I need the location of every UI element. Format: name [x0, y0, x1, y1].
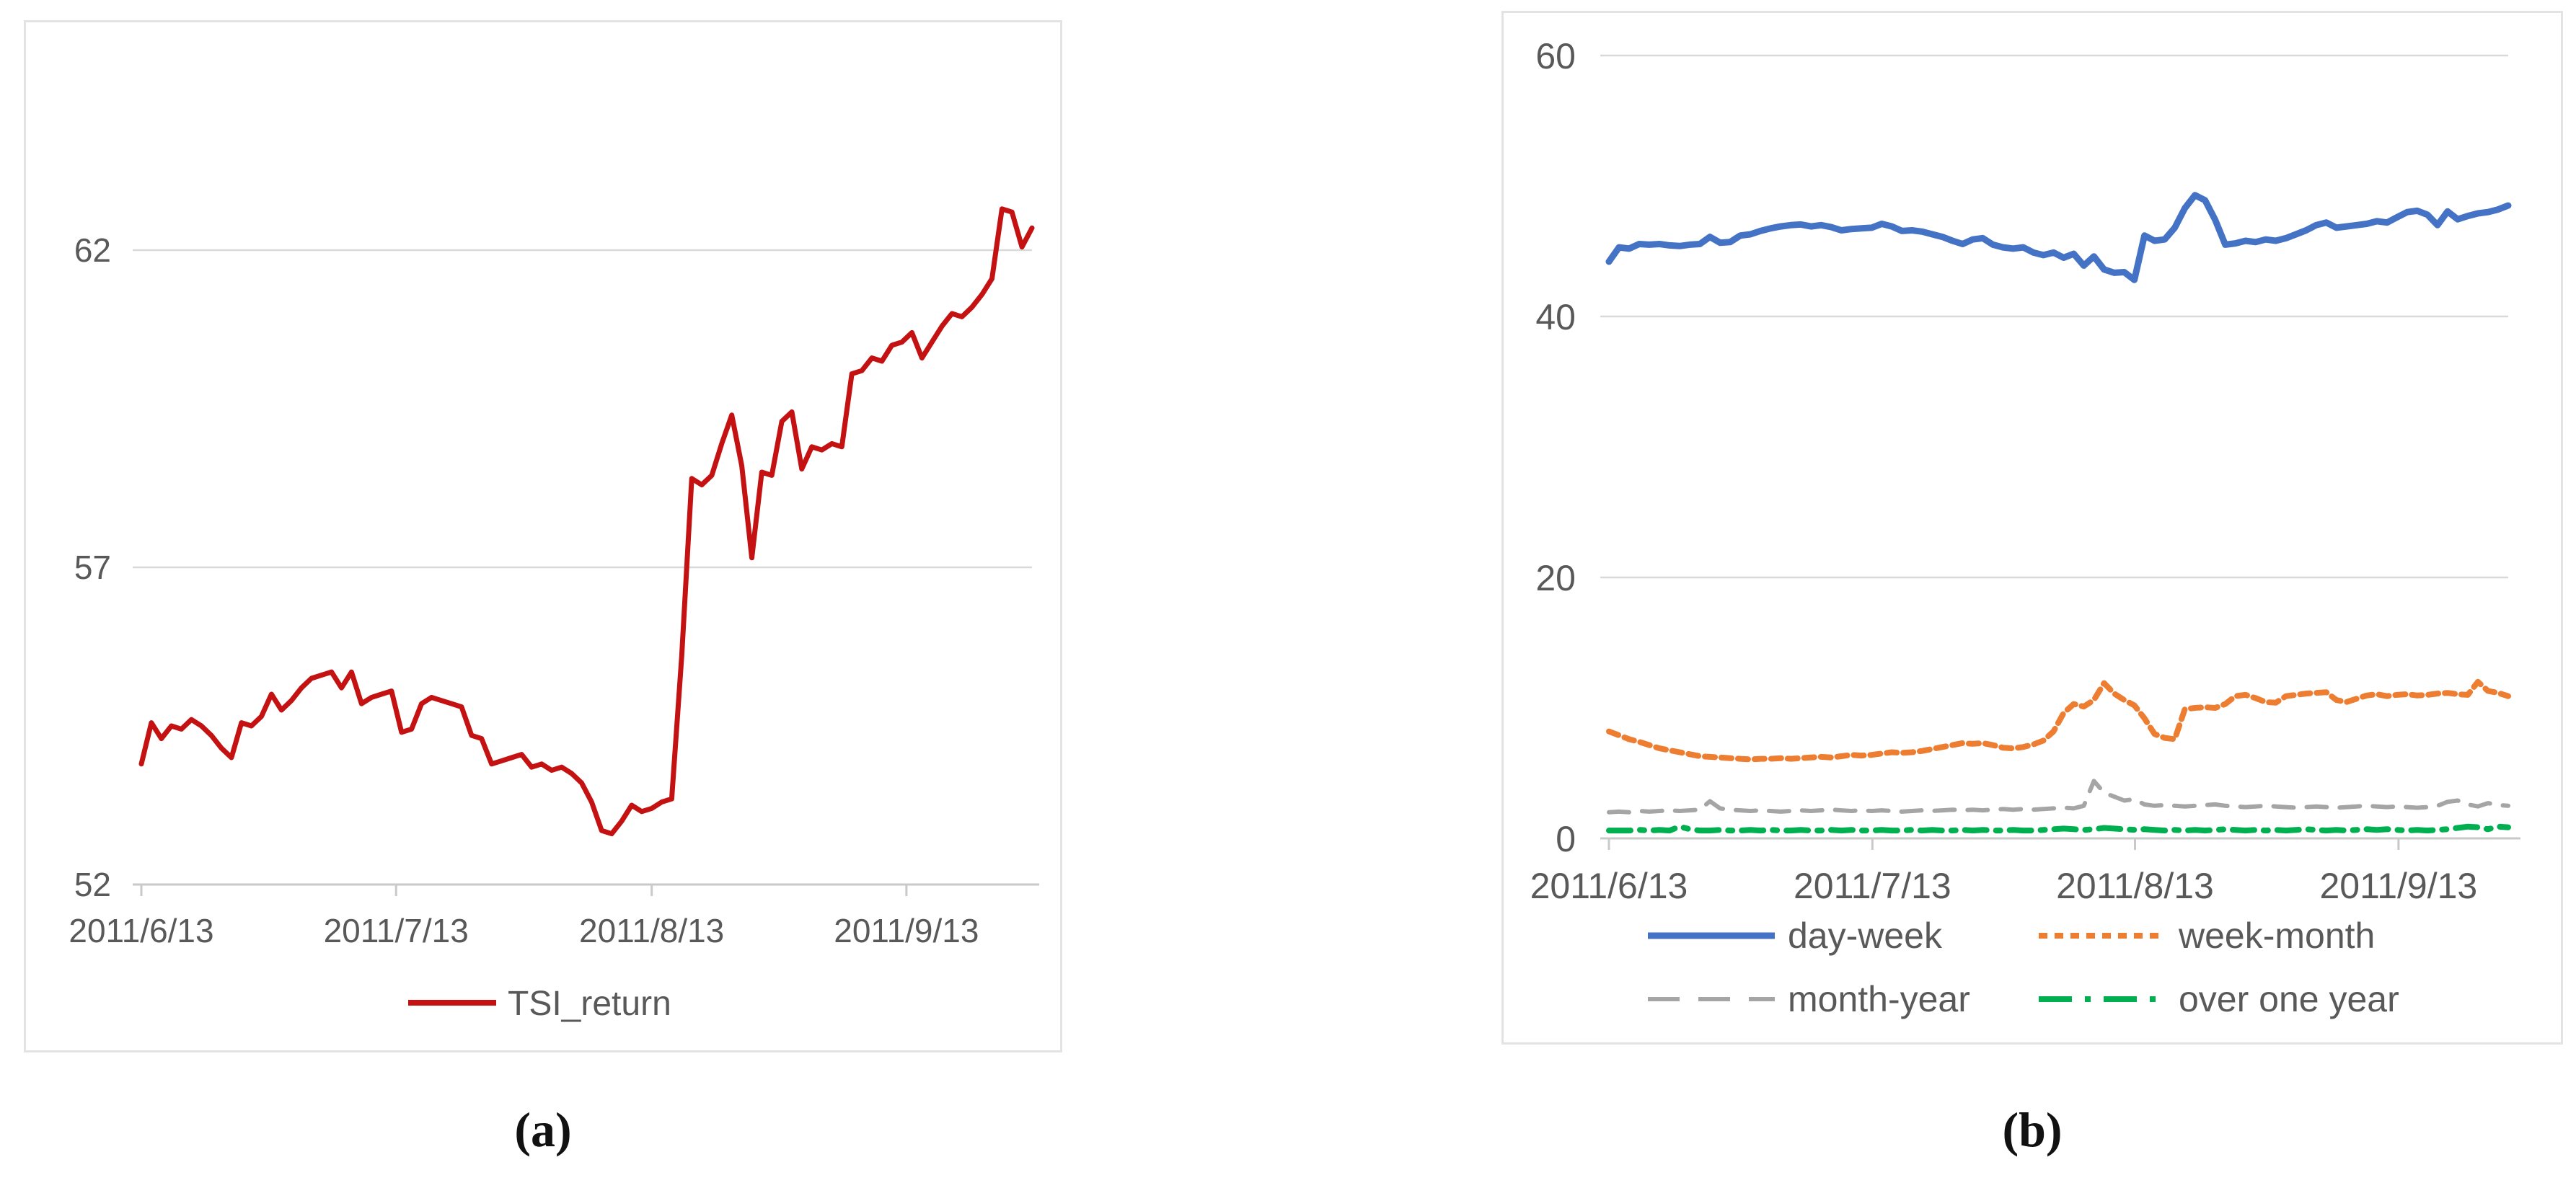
x-axis-tick-label: 2011/7/13 — [324, 912, 469, 949]
legend-label-week-month: week-month — [2178, 916, 2375, 956]
x-axis-tick-label: 2011/8/13 — [2056, 866, 2214, 906]
legend-label-month-year: month-year — [1788, 979, 1970, 1019]
tsi-return-line-chart: 52 57 62 2011/6/13 2011/7/13 2011/8/13 2011/9/… — [69, 206, 1039, 1023]
x-axis-tick-label: 2011/9/13 — [834, 912, 979, 949]
horizon-comparison-line-chart: 0 20 40 60 2011/6/13 2011/7/13 2011/8/13 2011/9… — [1530, 36, 2520, 1019]
chart-panel-a: 52 57 62 2011/6/13 2011/7/13 2011/8/13 2011/9/… — [24, 20, 1062, 1052]
y-axis-tick-label: 52 — [74, 866, 111, 903]
legend-label-day-week: day-week — [1788, 916, 1943, 956]
y-axis-tick-label: 0 — [1556, 819, 1576, 859]
x-axis-tick-label: 2011/7/13 — [1794, 866, 1951, 906]
legend-label-TSI_return: TSI_return — [508, 985, 671, 1023]
series-line-TSI_return — [138, 206, 1035, 837]
x-axis-tick-label: 2011/9/13 — [2319, 866, 2477, 906]
x-axis-tick-label: 2011/6/13 — [1530, 866, 1688, 906]
y-axis-tick-label: 60 — [1535, 36, 1576, 76]
caption-a: (a) — [514, 1102, 572, 1157]
series-line-week-month — [1606, 678, 2511, 763]
y-axis-tick-label: 62 — [74, 231, 111, 269]
legend-label-over-one-year: over one year — [2179, 979, 2399, 1019]
series-line-day-week — [1605, 192, 2512, 283]
x-axis-tick-label: 2011/8/13 — [579, 912, 724, 949]
y-axis-tick-label: 57 — [74, 549, 111, 586]
y-axis-tick-label: 20 — [1535, 558, 1576, 598]
chart-panel-b: 0 20 40 60 2011/6/13 2011/7/13 2011/8/13 2011/9… — [1501, 11, 2563, 1045]
x-axis-tick-label: 2011/6/13 — [69, 912, 213, 949]
y-axis-tick-label: 40 — [1535, 297, 1576, 337]
series-line-month-year — [1607, 779, 2510, 815]
series-line-over-one-year — [1606, 823, 2511, 834]
caption-b: (b) — [2002, 1102, 2063, 1157]
